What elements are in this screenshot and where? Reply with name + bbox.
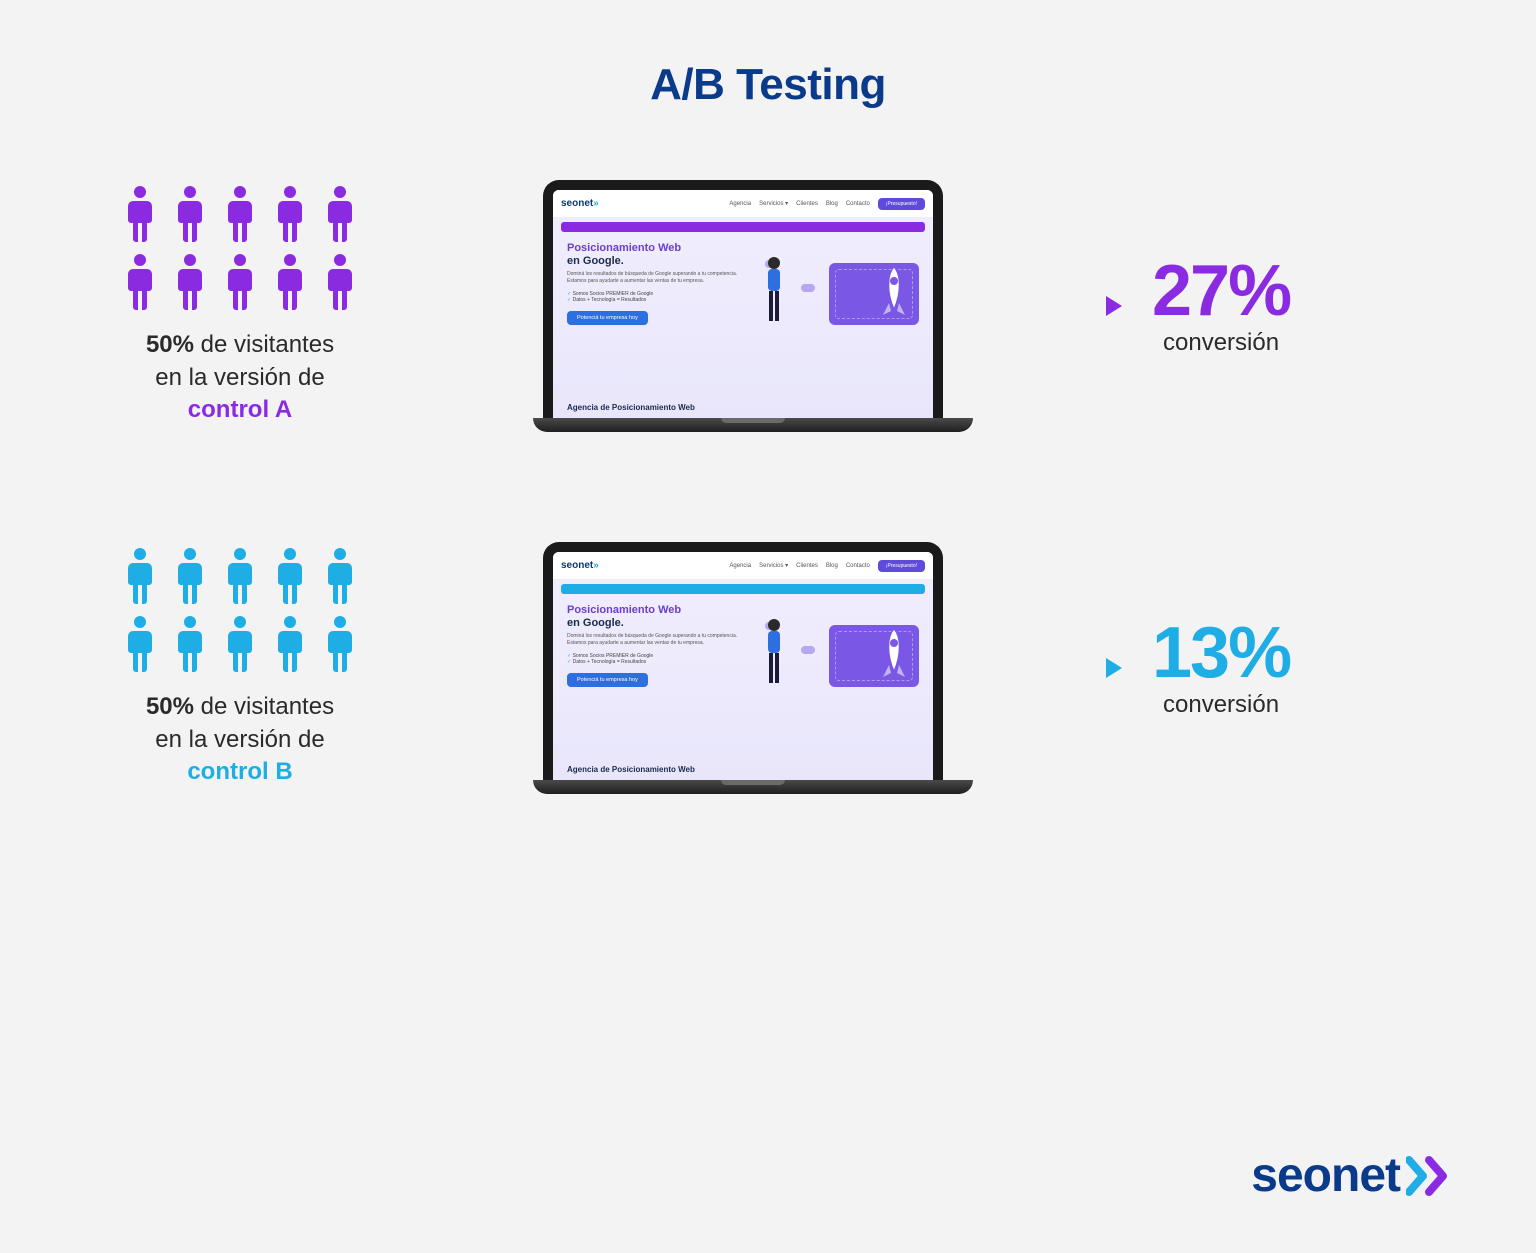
control-label: control B [187,758,292,785]
mock-footer-heading: Agencia de Posicionamiento Web [567,403,695,412]
mock-nav-item: Blog [826,563,838,569]
mock-footer-heading: Agencia de Posicionamiento Web [567,765,695,774]
brand-name: seonet [1251,1148,1400,1203]
mock-hero-checks: Somos Socios PREMIER de Google Datos + T… [567,653,747,665]
person-icon [223,185,257,243]
visitors-text-B: 50% de visitantes en la versión de contr… [146,691,334,788]
mock-nav-item: Contacto [846,201,870,207]
result-label: conversión [1152,329,1290,357]
person-icon [173,615,207,673]
mock-hero-desc: Dominá los resultados de búsqueda de Goo… [567,271,747,285]
mock-nav-item: Agencia [729,201,751,207]
mock-nav-cta: ¡Presupuesto! [878,198,925,210]
mock-nav-item: Agencia [729,563,751,569]
visitors-percent: 50% [146,331,194,358]
brand-logo: seonet [1251,1148,1456,1203]
mock-hero-illustration [755,604,919,687]
person-icon [273,253,307,311]
mock-hero-illustration [755,242,919,325]
person-icon [323,547,357,605]
brand-chevrons [1406,1156,1456,1196]
mock-logo: seonet» [561,198,599,209]
mock-nav-item: Clientes [796,563,818,569]
person-icon [173,547,207,605]
result-col-A: 27% conversión [1106,255,1436,357]
mock-nav-item: Servicios ▾ [759,562,788,569]
mock-nav-item: Contacto [846,563,870,569]
person-icon [173,253,207,311]
result-arrow-icon [1106,296,1122,316]
visitors-text-A: 50% de visitantes en la versión de contr… [146,329,334,426]
mock-rocket-illustration [881,265,907,321]
result-arrow-icon [1106,658,1122,678]
person-icon [323,615,357,673]
mock-hero-title: Posicionamiento Weben Google. [567,604,747,629]
mock-rocket-illustration [881,627,907,683]
laptop-mockup: seonet» Agencia Servicios ▾ Clientes Blog Co… [533,180,953,432]
result-percent: 27% [1152,255,1290,327]
visitors-line1: de visitantes [201,693,334,720]
page-title: A/B Testing [0,0,1536,110]
mock-nav-item: Servicios ▾ [759,200,788,207]
mock-nav-cta: ¡Presupuesto! [878,560,925,572]
mock-hero-button: Potenciá tu empresa hoy [567,673,648,687]
visitors-col-A: 50% de visitantes en la versión de contr… [100,185,380,426]
mock-accent-bar [561,222,925,232]
person-icon [173,185,207,243]
person-icon [323,253,357,311]
mock-topbar: seonet» Agencia Servicios ▾ Clientes Blog Co… [553,552,933,580]
person-icon [223,253,257,311]
laptop-col-A: seonet» Agencia Servicios ▾ Clientes Blog Co… [513,180,973,432]
laptop-mockup: seonet» Agencia Servicios ▾ Clientes Blog Co… [533,542,953,794]
mock-hero-title: Posicionamiento Weben Google. [567,242,747,267]
mock-hero: Posicionamiento Weben Google. Dominá los… [553,598,933,691]
variant-row-A: 50% de visitantes en la versión de contr… [100,180,1436,432]
person-icon [273,547,307,605]
mock-hero-button: Potenciá tu empresa hoy [567,311,648,325]
control-label: control A [188,396,292,423]
person-icon [123,253,157,311]
mock-nav-item: Clientes [796,201,818,207]
person-icon [123,615,157,673]
mock-hero-desc: Dominá los resultados de búsqueda de Goo… [567,633,747,647]
mock-person-illustration [759,617,789,687]
mock-logo: seonet» [561,560,599,571]
mock-screen: seonet» Agencia Servicios ▾ Clientes Blog Co… [553,190,933,418]
mock-accent-bar [561,584,925,594]
visitors-line1: de visitantes [201,331,334,358]
visitors-percent: 50% [146,693,194,720]
laptop-col-B: seonet» Agencia Servicios ▾ Clientes Blog Co… [513,542,973,794]
visitors-line2: en la versión de [155,364,324,391]
result-label: conversión [1152,691,1290,719]
mock-nav: Agencia Servicios ▾ Clientes Blog Contacto ¡… [729,560,925,572]
person-icon [223,615,257,673]
people-icons-B [123,547,357,673]
person-icon [123,185,157,243]
mock-hero: Posicionamiento Weben Google. Dominá los… [553,236,933,329]
person-icon [273,615,307,673]
person-icon [323,185,357,243]
result-percent: 13% [1152,617,1290,689]
person-icon [123,547,157,605]
mock-person-illustration [759,255,789,325]
mock-nav-item: Blog [826,201,838,207]
visitors-col-B: 50% de visitantes en la versión de contr… [100,547,380,788]
result-col-B: 13% conversión [1106,617,1436,719]
mock-screen: seonet» Agencia Servicios ▾ Clientes Blog Co… [553,552,933,780]
person-icon [273,185,307,243]
mock-hero-checks: Somos Socios PREMIER de Google Datos + T… [567,291,747,303]
mock-nav: Agencia Servicios ▾ Clientes Blog Contacto ¡… [729,198,925,210]
variant-row-B: 50% de visitantes en la versión de contr… [100,542,1436,794]
visitors-line2: en la versión de [155,726,324,753]
mock-topbar: seonet» Agencia Servicios ▾ Clientes Blog Co… [553,190,933,218]
variants-container: 50% de visitantes en la versión de contr… [0,110,1536,794]
people-icons-A [123,185,357,311]
person-icon [223,547,257,605]
